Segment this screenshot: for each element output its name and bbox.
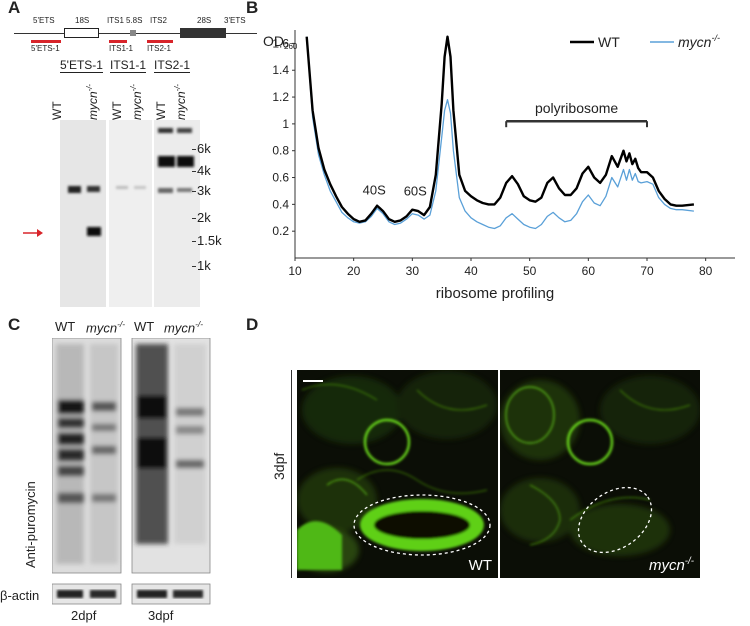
panel-d-label: D bbox=[246, 315, 259, 334]
region-label-5ets: 5'ETS bbox=[33, 16, 55, 25]
probe-label-its2-1: ITS2-1 bbox=[147, 44, 172, 53]
5-8s-box bbox=[130, 30, 136, 36]
legend-label: mycn-/- bbox=[678, 33, 720, 50]
size-marker-1-5k: 1.5k bbox=[197, 233, 222, 248]
lane-label-c-wt-1: WT bbox=[55, 319, 76, 334]
probe-bar-its2 bbox=[147, 40, 173, 43]
size-marker-2k: 2k bbox=[197, 210, 211, 225]
lane-label-wt-1: WT bbox=[50, 101, 64, 120]
y-axis-label: OD260 bbox=[263, 33, 298, 51]
18s-box bbox=[64, 28, 99, 38]
blot-2dpf bbox=[52, 338, 122, 574]
fluorescence-image-wt: WT bbox=[297, 370, 498, 578]
size-marker-1k: 1k bbox=[197, 258, 211, 273]
probe-label-its1-1: ITS1-1 bbox=[109, 44, 134, 53]
x-tick-label: 20 bbox=[347, 264, 361, 278]
x-tick-label: 70 bbox=[640, 264, 654, 278]
lane-label-mycn-1: mycn-/- bbox=[85, 83, 100, 120]
lane-label-wt-2: WT bbox=[110, 101, 124, 120]
lane-label-mycn-2: mycn-/- bbox=[129, 83, 144, 120]
y-tick-label: 0.4 bbox=[272, 197, 289, 211]
scale-bar bbox=[303, 380, 323, 382]
blot-header-its2-1: ITS2-1 bbox=[154, 58, 191, 73]
northern-blot-image bbox=[60, 120, 200, 307]
blot-header-its1-1: ITS1-1 bbox=[110, 58, 147, 73]
bracket-line bbox=[291, 370, 292, 578]
blot-5ets-1 bbox=[60, 120, 106, 307]
x-tick-label: 60 bbox=[582, 264, 596, 278]
western-blot-image bbox=[52, 338, 211, 605]
region-label-5-8s: 5.8S bbox=[126, 16, 143, 25]
y-tick-label: 1.4 bbox=[272, 63, 289, 77]
y-tick-label: 1 bbox=[282, 117, 289, 131]
legend-label: WT bbox=[598, 34, 620, 50]
blot-its2-1 bbox=[154, 120, 200, 307]
region-label-18s: 18S bbox=[75, 16, 90, 25]
x-axis-label: ribosome profiling bbox=[436, 285, 554, 302]
side-label-3dpf: 3dpf bbox=[271, 452, 287, 480]
time-label-3dpf: 3dpf bbox=[148, 608, 174, 623]
image-label-wt: WT bbox=[468, 557, 492, 574]
y-tick-label: 0.2 bbox=[272, 224, 289, 238]
peak-label: 40S bbox=[363, 182, 386, 197]
x-tick-label: 10 bbox=[288, 264, 302, 278]
panel-c-label: C bbox=[8, 315, 21, 334]
beta-actin-blot bbox=[52, 583, 211, 605]
region-label-its2: ITS2 bbox=[150, 16, 167, 25]
size-marker-3k: 3k bbox=[197, 183, 211, 198]
x-tick-label: 80 bbox=[699, 264, 713, 278]
peak-label: 60S bbox=[404, 184, 427, 199]
region-label-3ets: 3'ETS bbox=[224, 16, 246, 25]
x-tick-label: 40 bbox=[464, 264, 478, 278]
blot-its1-1 bbox=[109, 120, 152, 307]
y-tick-label: 0.8 bbox=[272, 144, 289, 158]
lane-label-c-mycn-1: mycn-/- bbox=[86, 319, 126, 336]
region-label-28s: 28S bbox=[197, 16, 212, 25]
lane-label-mycn-3: mycn-/- bbox=[173, 83, 188, 120]
panel-a-label: A bbox=[8, 0, 21, 17]
probe-bar-5ets bbox=[31, 40, 61, 43]
lane-label-wt-3: WT bbox=[154, 101, 168, 120]
polyribosome-label: polyribosome bbox=[535, 100, 618, 116]
region-label-its1: ITS1 bbox=[107, 16, 124, 25]
fluorescence-image-mycn: mycn-/- bbox=[500, 370, 700, 578]
red-arrow-icon bbox=[23, 229, 43, 237]
series-line-wt bbox=[305, 35, 695, 224]
size-marker-6k: 6k bbox=[197, 141, 211, 156]
image-label-mycn: mycn-/- bbox=[648, 556, 694, 574]
time-label-2dpf: 2dpf bbox=[71, 608, 97, 623]
anti-puromycin-label: Anti-puromycin bbox=[23, 481, 38, 568]
28s-box bbox=[180, 28, 226, 38]
size-marker-4k: 4k bbox=[197, 163, 211, 178]
y-tick-label: 1.6 bbox=[272, 36, 289, 50]
ribosome-profile-chart: 0.2 0.4 0.6 0.8 1 1.2 1.4 1.6 10 20 30 40 50 60 70 80 ri… bbox=[263, 30, 735, 302]
panel-b-label: B bbox=[246, 0, 259, 17]
series-line-mycn bbox=[306, 36, 694, 230]
x-tick-label: 50 bbox=[523, 264, 537, 278]
lane-label-c-mycn-2: mycn-/- bbox=[164, 319, 204, 336]
y-tick-label: 0.6 bbox=[272, 171, 289, 185]
lane-label-c-wt-2: WT bbox=[134, 319, 155, 334]
blot-3dpf bbox=[131, 338, 211, 574]
probe-label-5ets-1: 5'ETS-1 bbox=[31, 44, 60, 53]
beta-actin-label: β-actin bbox=[0, 588, 40, 603]
probe-bar-its1 bbox=[109, 40, 127, 43]
y-tick-label: 1.2 bbox=[272, 90, 289, 104]
x-tick-label: 30 bbox=[406, 264, 420, 278]
blot-header-5ets-1: 5'ETS-1 bbox=[60, 58, 103, 73]
